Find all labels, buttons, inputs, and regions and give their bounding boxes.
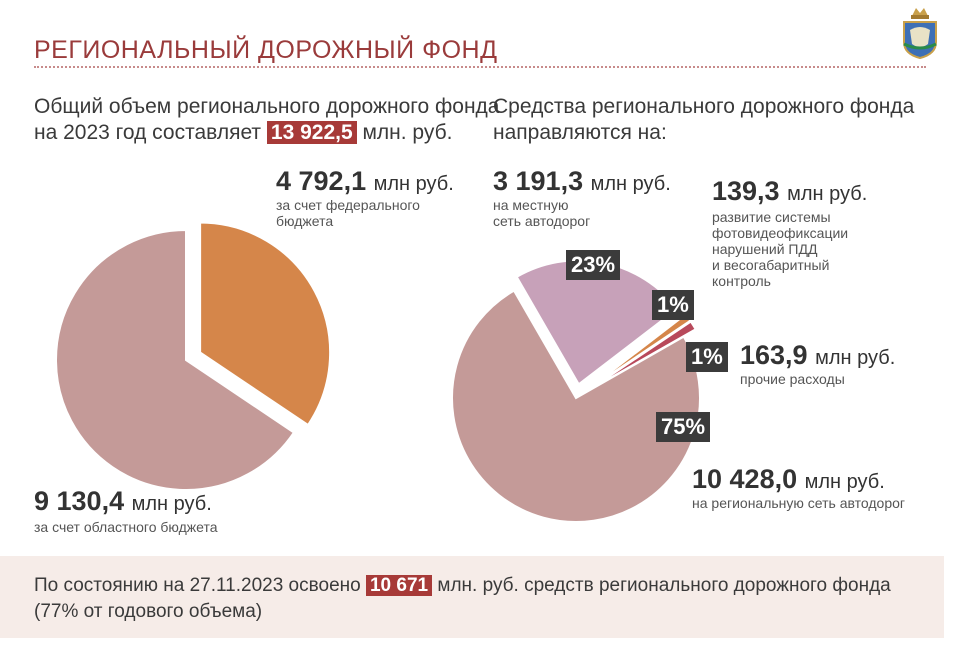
local-roads-desc1: на местную [493,197,569,213]
local-roads-unit: млн руб. [590,173,671,195]
title-divider [34,66,926,68]
regional-roads-value: 10 428,0 [692,464,798,494]
footer-band [0,556,944,638]
regional-budget-label: 9 130,4 млн руб. за счет областного бюдж… [34,486,218,535]
right-lead-line1: Средства регионального дорожного фонда [493,95,915,118]
regional-roads-amount: 10 428,0 млн руб. [692,464,905,495]
local-roads-desc2: сеть автодорог [493,213,591,229]
footer-line2: (77% от годового объема) [34,601,263,622]
other-expenses-desc: прочие расходы [740,371,845,387]
page-title: РЕГИОНАЛЬНЫЙ ДОРОЖНЫЙ ФОНД [34,36,498,64]
federal-desc1: за счет федерального [276,197,420,213]
federal-amount: 4 792,1 млн руб. [276,166,454,197]
photo-control-label: 139,3 млн руб. развитие системы фотовиде… [712,176,867,289]
footer-pre: По состоянию на 27.11.2023 освоено [34,575,366,596]
pie-slice-other-expenses [587,320,698,392]
photo-control-desc5: контроль [712,273,771,289]
footer-line1: По состоянию на 27.11.2023 освоено 10 67… [34,573,914,599]
total-highlight: 13 922,5 [266,121,357,144]
percent-badge-local: 23% [566,250,621,280]
percent-badge-photo: 1% [652,290,694,320]
left-lead-post: млн. руб. [356,121,453,144]
federal-label: 4 792,1 млн руб. за счет федерального бю… [276,166,454,229]
regional-budget-value: 9 130,4 [34,486,125,516]
local-roads-label: 3 191,3 млн руб. на местную сеть автодор… [493,166,671,229]
footer-text: По состоянию на 27.11.2023 освоено 10 67… [34,573,914,625]
pie-slice-federal-budget [199,221,332,427]
percent-badge-other: 1% [686,342,728,372]
other-expenses-amount: 163,9 млн руб. [740,340,895,371]
left-lead-pre: на 2023 год составляет [34,121,267,144]
right-lead: Средства регионального дорожного фонда н… [493,94,914,146]
footer-post: млн. руб. средств регионального дорожног… [432,575,891,596]
photo-control-amount: 139,3 млн руб. [712,176,867,207]
left-lead-line2: на 2023 год составляет 13 922,5 млн. руб… [34,120,500,146]
other-expenses-unit: млн руб. [815,347,896,369]
regional-budget-desc: за счет областного бюджета [34,519,218,535]
percent-badge-regional: 75% [656,412,711,442]
regional-roads-desc: на региональную сеть автодорог [692,495,905,511]
photo-control-desc4: и весогабаритный [712,257,830,273]
photo-control-desc2: фотовидеофиксации [712,225,849,241]
regional-roads-label: 10 428,0 млн руб. на региональную сеть а… [692,464,905,511]
left-lead: Общий объем регионального дорожного фонд… [34,94,500,146]
pie-slice-regional-budget [55,228,296,491]
photo-control-desc3: нарушений ПДД [712,241,818,257]
other-expenses-label: 163,9 млн руб. прочие расходы [740,340,895,387]
local-roads-value: 3 191,3 [493,166,584,196]
left-lead-line1: Общий объем регионального дорожного фонд… [34,95,500,118]
local-roads-amount: 3 191,3 млн руб. [493,166,671,197]
right-lead-line2: направляются на: [493,121,667,144]
regional-budget-amount: 9 130,4 млн руб. [34,486,218,517]
other-expenses-value: 163,9 [740,340,808,370]
photo-control-unit: млн руб. [787,183,868,205]
federal-value: 4 792,1 [276,166,367,196]
federal-desc2: бюджета [276,213,334,229]
coat-of-arms-icon [903,8,937,60]
regional-roads-unit: млн руб. [804,471,885,493]
federal-unit: млн руб. [373,173,454,195]
footer-highlight: 10 671 [365,575,433,596]
photo-control-desc1: развитие системы [712,209,831,225]
photo-control-value: 139,3 [712,176,780,206]
regional-budget-unit: млн руб. [131,493,212,515]
